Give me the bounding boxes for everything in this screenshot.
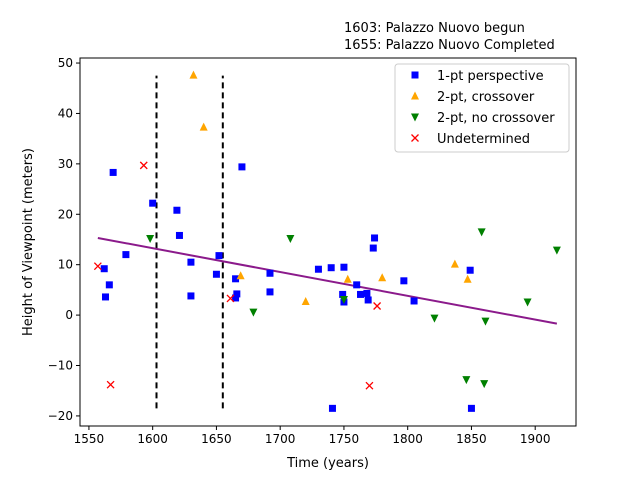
data-point <box>146 234 155 243</box>
data-point <box>189 70 198 79</box>
plot-frame <box>79 57 577 427</box>
data-point <box>339 295 348 304</box>
data-point <box>93 262 102 271</box>
data-point <box>122 251 130 259</box>
data-point <box>105 281 113 289</box>
x-tick-label: 1700 <box>265 432 296 446</box>
data-point <box>523 298 532 307</box>
x-tick-label: 1900 <box>520 432 551 446</box>
data-point <box>400 277 408 285</box>
legend-label-undetermined: Undetermined <box>437 132 530 147</box>
data-point <box>353 281 361 289</box>
y-tick-label: 50 <box>58 56 73 70</box>
data-point <box>266 288 274 296</box>
data-points <box>93 70 561 412</box>
trend-line <box>97 236 558 325</box>
y-tick-label: 20 <box>58 207 73 221</box>
data-point <box>232 294 240 302</box>
data-point <box>109 168 117 176</box>
y-tick-label: 10 <box>58 258 73 272</box>
legend-markers <box>411 71 419 142</box>
x-axis-label: Time (years) <box>286 456 369 471</box>
data-point <box>173 206 181 214</box>
data-point <box>369 244 377 252</box>
data-point <box>357 290 365 298</box>
axis-ticks: 1550 1600 1650 1700 1750 1800 1850 1900 −20 −10 0 1… <box>48 56 551 446</box>
annotation-completed: 1655: Palazzo Nuovo Completed <box>344 38 555 53</box>
legend-marker <box>411 91 419 100</box>
data-point <box>477 228 486 237</box>
data-point <box>371 234 379 242</box>
legend-marker <box>411 113 419 122</box>
data-point <box>339 290 347 298</box>
data-point <box>430 314 439 323</box>
legend-label-1pt: 1-pt perspective <box>437 69 544 84</box>
y-tick-label: −20 <box>48 409 73 423</box>
data-point <box>364 296 372 304</box>
data-point <box>378 273 387 282</box>
data-point <box>199 122 208 131</box>
x-tick-label: 1550 <box>74 432 105 446</box>
reference-lines <box>97 75 558 409</box>
data-point <box>328 404 336 412</box>
data-point <box>100 265 108 273</box>
data-point <box>480 380 489 389</box>
legend-marker <box>411 71 419 79</box>
data-point <box>149 199 157 207</box>
data-point <box>102 293 110 301</box>
data-point <box>106 380 115 389</box>
data-point <box>215 252 223 260</box>
data-point <box>226 294 235 303</box>
x-tick-label: 1800 <box>392 432 423 446</box>
data-point <box>340 263 348 271</box>
data-point <box>462 376 471 385</box>
y-tick-label: 40 <box>58 106 73 120</box>
data-point <box>552 246 561 255</box>
data-point <box>363 289 371 297</box>
data-point <box>238 163 246 171</box>
x-tick-label: 1600 <box>137 432 168 446</box>
data-point <box>187 292 195 300</box>
x-tick-label: 1650 <box>201 432 232 446</box>
data-point <box>286 234 295 243</box>
x-tick-label: 1850 <box>456 432 487 446</box>
data-point <box>481 317 490 326</box>
data-point <box>139 161 148 170</box>
data-point <box>233 290 241 298</box>
legend-label-2pt-no-crossover: 2-pt, no crossover <box>437 111 555 126</box>
data-point <box>314 265 322 273</box>
data-point <box>463 274 472 283</box>
y-axis-label: Height of Viewpoint (meters) <box>21 148 36 336</box>
data-point <box>249 308 258 317</box>
legend-label-2pt-crossover: 2-pt, crossover <box>437 90 535 105</box>
data-point <box>187 258 195 266</box>
data-point <box>450 259 459 268</box>
data-point <box>467 404 475 412</box>
legend-box <box>394 63 570 153</box>
y-tick-label: −10 <box>48 359 73 373</box>
data-point <box>343 274 352 283</box>
legend: 1-pt perspective 2-pt, crossover 2-pt, n… <box>394 63 570 153</box>
legend-marker <box>411 134 419 142</box>
data-point <box>466 266 474 274</box>
data-point <box>236 271 245 280</box>
data-point <box>410 297 418 305</box>
x-tick-label: 1750 <box>329 432 360 446</box>
data-point <box>365 381 374 390</box>
data-point <box>373 302 382 310</box>
data-point <box>175 231 183 239</box>
data-point <box>266 269 274 277</box>
data-point <box>301 296 310 305</box>
data-point <box>212 270 220 278</box>
annotation-begun: 1603: Palazzo Nuovo begun <box>344 21 525 36</box>
y-tick-label: 30 <box>58 157 73 171</box>
y-tick-label: 0 <box>65 308 73 322</box>
data-point <box>327 264 335 272</box>
data-point <box>232 275 240 283</box>
